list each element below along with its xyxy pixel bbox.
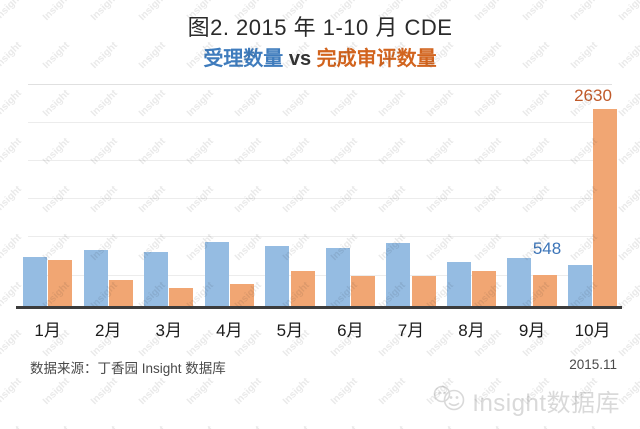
- x-axis-label-2月: 2月: [94, 321, 122, 340]
- gridline: [28, 160, 612, 161]
- insight-watermark-text: Insight: [425, 424, 456, 429]
- insight-watermark-text: Insight: [232, 376, 264, 407]
- data-source-text: 数据来源：丁香园 Insight 数据库: [30, 361, 226, 376]
- insight-watermark-text: Insight: [473, 424, 504, 429]
- insight-watermark-text: Insight: [0, 424, 24, 429]
- legend-accepted-label: 受理数量: [203, 48, 284, 70]
- insight-watermark-text: Insight: [89, 424, 120, 429]
- gridline: [28, 84, 612, 85]
- x-axis-label-10月: 10月: [574, 321, 611, 340]
- x-axis-label-7月: 7月: [397, 321, 425, 340]
- insight-watermark-text: Insight: [329, 424, 360, 429]
- insight-watermark-text: Insight: [281, 424, 312, 429]
- bar-accepted-9月: [507, 258, 532, 306]
- insight-watermark-text: Insight: [88, 376, 120, 407]
- insight-watermark-text: Insight: [616, 376, 640, 407]
- bar-completed-3月: [169, 288, 194, 306]
- insight-watermark-text: Insight: [376, 376, 408, 407]
- bar-completed-5月: [290, 271, 315, 306]
- publish-date-text: 2015.11: [569, 357, 617, 372]
- insight-watermark-text: Insight: [569, 424, 600, 429]
- bar-completed-1月: [48, 260, 73, 306]
- bar-accepted-2月: [83, 250, 108, 306]
- insight-watermark-text: Insight: [521, 424, 552, 429]
- gridline: [28, 275, 612, 276]
- brand-logo: Insight数据库: [432, 383, 620, 418]
- x-axis-line: [16, 306, 622, 309]
- x-axis-label-4月: 4月: [216, 321, 243, 340]
- bar-completed-8月: [472, 271, 497, 306]
- legend-completed-label: 完成审评数量: [316, 48, 437, 70]
- subtitle-vs-text: vs: [283, 48, 317, 70]
- gridline: [28, 198, 612, 199]
- bar-accepted-10月: [567, 265, 592, 306]
- bar-accepted-7月: [386, 243, 411, 306]
- bar-accepted-3月: [144, 252, 169, 306]
- x-axis-label-9月: 9月: [518, 321, 546, 340]
- gridline: [28, 122, 612, 123]
- x-axis-label-6月: 6月: [337, 321, 364, 340]
- plot-area: [16, 84, 622, 309]
- insight-watermark-text: Insight: [184, 376, 216, 407]
- chart-subtitle: 受理数量 vs 完成审评数量: [0, 42, 640, 71]
- insight-watermark-text: Insight: [40, 376, 72, 407]
- insight-watermark-text: Insight: [280, 376, 312, 407]
- value-label-completed-oct: 2630: [574, 86, 612, 105]
- bar-accepted-5月: [265, 246, 290, 306]
- bar-completed-7月: [411, 276, 436, 306]
- bar-completed-9月: [532, 275, 557, 306]
- bar-completed-4月: [229, 284, 254, 306]
- bar-accepted-6月: [325, 248, 350, 306]
- x-axis-label-1月: 1月: [34, 321, 61, 340]
- bar-accepted-8月: [446, 262, 471, 306]
- insight-watermark-text: Insight: [41, 424, 72, 429]
- insight-watermark-text: Insight: [328, 376, 360, 407]
- bar-completed-6月: [351, 276, 376, 306]
- x-axis-label-5月: 5月: [276, 321, 304, 340]
- x-axis-label-8月: 8月: [458, 321, 485, 340]
- bar-completed-2月: [108, 280, 133, 306]
- value-label-accepted-oct: 548: [532, 239, 562, 258]
- x-axis-label-3月: 3月: [155, 321, 182, 340]
- insight-watermark-text: Insight: [137, 424, 168, 429]
- insight-watermark-text: Insight: [377, 424, 408, 429]
- chart-title: 图2. 2015 年 1-10 月 CDE: [187, 15, 453, 40]
- insight-watermark-text: Insight: [136, 376, 168, 407]
- bar-accepted-1月: [23, 257, 47, 306]
- insight-watermark-text: Insight: [617, 424, 640, 429]
- gridline: [28, 236, 612, 237]
- insight-watermark-text: Insight: [233, 424, 264, 429]
- insight-watermark-text: Insight: [0, 376, 24, 407]
- bar-completed-10月: [593, 109, 618, 306]
- smiley-bubbles-logo-icon: [432, 383, 468, 418]
- brand-logo-text: Insight数据库: [472, 390, 620, 417]
- insight-watermark-text: Insight: [185, 424, 216, 429]
- bar-accepted-4月: [204, 242, 229, 306]
